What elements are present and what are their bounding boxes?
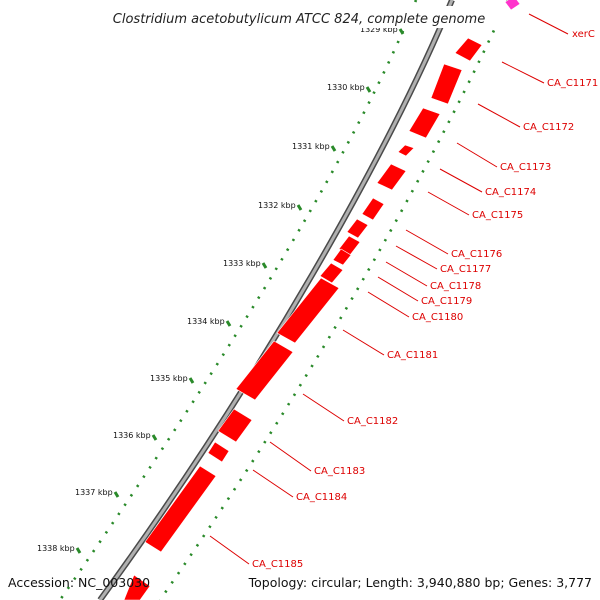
tick-label: 1334 kbp bbox=[187, 317, 225, 326]
gene-leader-line bbox=[405, 229, 449, 255]
tick-label: 1333 kbp bbox=[223, 259, 261, 268]
tick-mark bbox=[261, 262, 268, 269]
cds-block bbox=[408, 107, 441, 139]
tick-mark bbox=[188, 377, 195, 384]
tick-label: 1338 kbp bbox=[37, 544, 75, 553]
tick-label: 1336 kbp bbox=[113, 431, 151, 440]
cds-block bbox=[430, 63, 463, 105]
gene-leader-line bbox=[252, 469, 294, 498]
tick-label: 1331 kbp bbox=[292, 142, 330, 151]
gene-label: CA_C1177 bbox=[440, 264, 491, 275]
tick-label: 1337 kbp bbox=[75, 488, 113, 497]
cds-block bbox=[504, 0, 521, 11]
genome-summary-text: Topology: circular; Length: 3,940,880 bp… bbox=[248, 575, 592, 590]
cds-track bbox=[123, 0, 521, 600]
cds-block bbox=[361, 197, 385, 221]
tick-mark bbox=[330, 145, 337, 152]
gene-label: CA_C1179 bbox=[421, 296, 472, 307]
gene-label: CA_C1174 bbox=[485, 187, 536, 198]
tick-label: 1332 kbp bbox=[258, 201, 296, 210]
tick-mark bbox=[151, 434, 158, 441]
cds-block bbox=[397, 144, 415, 157]
inner-dotted-track bbox=[158, 0, 510, 600]
gene-label: CA_C1172 bbox=[523, 122, 574, 133]
gene-label: CA_C1181 bbox=[387, 350, 438, 361]
tick-mark bbox=[225, 320, 232, 327]
cds-block bbox=[217, 408, 253, 443]
gene-leader-line bbox=[269, 441, 312, 472]
gene-leader-line bbox=[302, 393, 345, 422]
gene-leader-line bbox=[367, 291, 410, 318]
cds-block bbox=[332, 248, 352, 266]
gene-label: CA_C1185 bbox=[252, 559, 303, 570]
backbone bbox=[97, 0, 455, 600]
cds-block bbox=[454, 37, 483, 62]
cds-block bbox=[319, 262, 344, 284]
gene-leader-line bbox=[439, 168, 483, 193]
gene-label: CA_C1180 bbox=[412, 312, 463, 323]
tick-label: 1335 kbp bbox=[150, 374, 188, 383]
gene-label: CA_C1173 bbox=[500, 162, 551, 173]
gene-leader-line bbox=[385, 261, 428, 287]
gene-leader-line bbox=[456, 142, 498, 168]
cds-block bbox=[276, 277, 340, 344]
cds-block bbox=[144, 465, 217, 553]
cds-block bbox=[376, 163, 407, 191]
gene-label: CA_C1175 bbox=[472, 210, 523, 221]
gene-leader-line bbox=[528, 13, 569, 35]
gene-label: CA_C1176 bbox=[451, 249, 502, 260]
gene-label: CA_C1171 bbox=[547, 78, 598, 89]
gene-leader-line bbox=[477, 103, 521, 128]
axis-ticks: 1329 kbp 1330 kbp 1331 kbp 1332 kbp 1333 kbp… bbox=[37, 25, 405, 554]
gene-labels: xerC CA_C1171 CA_C1172 CA_C1173 CA_C1174 CA_C… bbox=[209, 13, 598, 570]
tick-label: 1330 kbp bbox=[327, 83, 365, 92]
tick-mark bbox=[365, 86, 372, 93]
map-title: Clostridium acetobutylicum ATCC 824, com… bbox=[113, 12, 485, 27]
tick-mark bbox=[113, 491, 120, 498]
tick-mark bbox=[75, 547, 82, 554]
tick-mark bbox=[296, 204, 303, 211]
cds-block bbox=[235, 340, 294, 401]
gene-label: CA_C1184 bbox=[296, 492, 347, 503]
gene-leader-line bbox=[427, 191, 470, 216]
gene-leader-line bbox=[395, 245, 438, 270]
gene-label: CA_C1178 bbox=[430, 281, 481, 292]
tick-mark bbox=[398, 28, 405, 35]
cds-block bbox=[346, 218, 369, 239]
cds-block bbox=[207, 441, 230, 463]
gene-label: xerC bbox=[572, 29, 595, 40]
gene-label: CA_C1182 bbox=[347, 416, 398, 427]
gene-label: CA_C1183 bbox=[314, 466, 365, 477]
outer-dotted-track bbox=[58, 0, 418, 600]
gene-leader-line bbox=[501, 61, 545, 84]
tick-label: 1329 kbp bbox=[360, 25, 398, 34]
gene-leader-line bbox=[377, 276, 419, 302]
gene-leader-line bbox=[342, 329, 385, 356]
accession-text: Accession: NC_003030 bbox=[8, 575, 150, 590]
title-background bbox=[96, 6, 508, 28]
cds-block bbox=[123, 574, 151, 600]
gene-leader-line bbox=[209, 535, 250, 565]
